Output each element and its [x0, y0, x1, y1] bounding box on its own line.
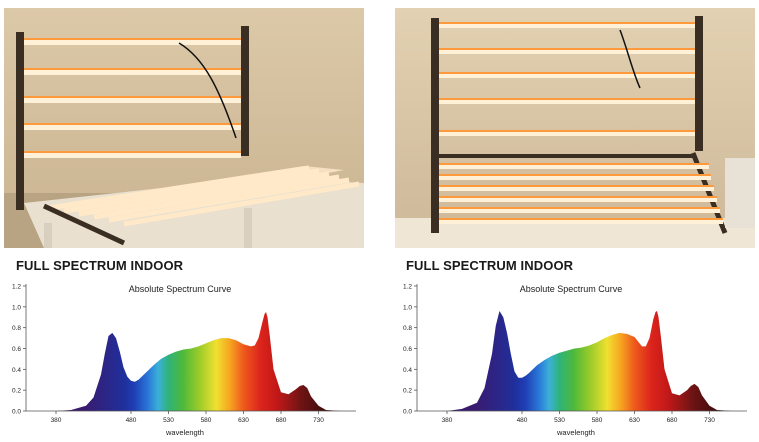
- x-tick-label: 730: [313, 417, 324, 424]
- x-tick-label: 380: [51, 417, 62, 424]
- x-tick-label: 680: [276, 417, 287, 424]
- photo-left: [4, 8, 364, 248]
- x-tick-label: 530: [163, 417, 174, 424]
- spectrum-chart-left: Absolute Spectrum Curve wavelength 0.0 0.…: [4, 276, 364, 440]
- x-tick-label: 730: [704, 417, 715, 424]
- spectrum-chart-svg-right: Absolute Spectrum Curve wavelength 0.0 0.…: [403, 284, 747, 437]
- y-tick-label: 0.8: [12, 325, 21, 332]
- x-tick-label: 480: [126, 417, 137, 424]
- x-tick-label: 680: [667, 417, 678, 424]
- chart-heading-left: FULL SPECTRUM INDOOR: [16, 258, 184, 273]
- led-grow-light-bars-photo: [4, 8, 364, 248]
- x-tick-label: 480: [517, 417, 528, 424]
- y-tick-label: 1.2: [12, 284, 21, 291]
- y-tick-label: 0.6: [12, 346, 21, 353]
- chart-title-right: Absolute Spectrum Curve: [520, 284, 623, 294]
- y-tick-label: 0.8: [403, 325, 412, 332]
- spectrum-chart-right: Absolute Spectrum Curve wavelength 0.0 0.…: [395, 276, 755, 440]
- y-tick-label: 0.2: [403, 388, 412, 395]
- y-tick-label: 1.2: [403, 284, 412, 291]
- chart-heading-right: FULL SPECTRUM INDOOR: [406, 258, 574, 273]
- chart-title-left: Absolute Spectrum Curve: [129, 284, 232, 294]
- y-tick-label: 0.0: [403, 409, 412, 416]
- y-tick-label: 0.4: [403, 367, 412, 374]
- y-tick-label: 0.0: [12, 409, 21, 416]
- y-tick-label: 0.2: [12, 388, 21, 395]
- y-tick-label: 1.0: [403, 304, 412, 311]
- led-grow-light-bars-photo: [395, 8, 755, 248]
- spectrum-chart-svg-left: Absolute Spectrum Curve wavelength 0.0 0.…: [12, 284, 356, 437]
- spectrum-area: [56, 312, 356, 411]
- x-axis-label-left: wavelength: [165, 428, 204, 437]
- x-tick-label: 530: [554, 417, 565, 424]
- y-tick-label: 0.6: [403, 346, 412, 353]
- x-tick-label: 630: [238, 417, 249, 424]
- x-tick-label: 630: [629, 417, 640, 424]
- x-axis-label-right: wavelength: [556, 428, 595, 437]
- y-tick-label: 0.4: [12, 367, 21, 374]
- x-tick-label: 580: [592, 417, 603, 424]
- spectrum-area: [447, 311, 747, 411]
- x-tick-label: 380: [442, 417, 453, 424]
- x-tick-label: 580: [201, 417, 212, 424]
- y-tick-label: 1.0: [12, 304, 21, 311]
- photo-right: [395, 8, 755, 248]
